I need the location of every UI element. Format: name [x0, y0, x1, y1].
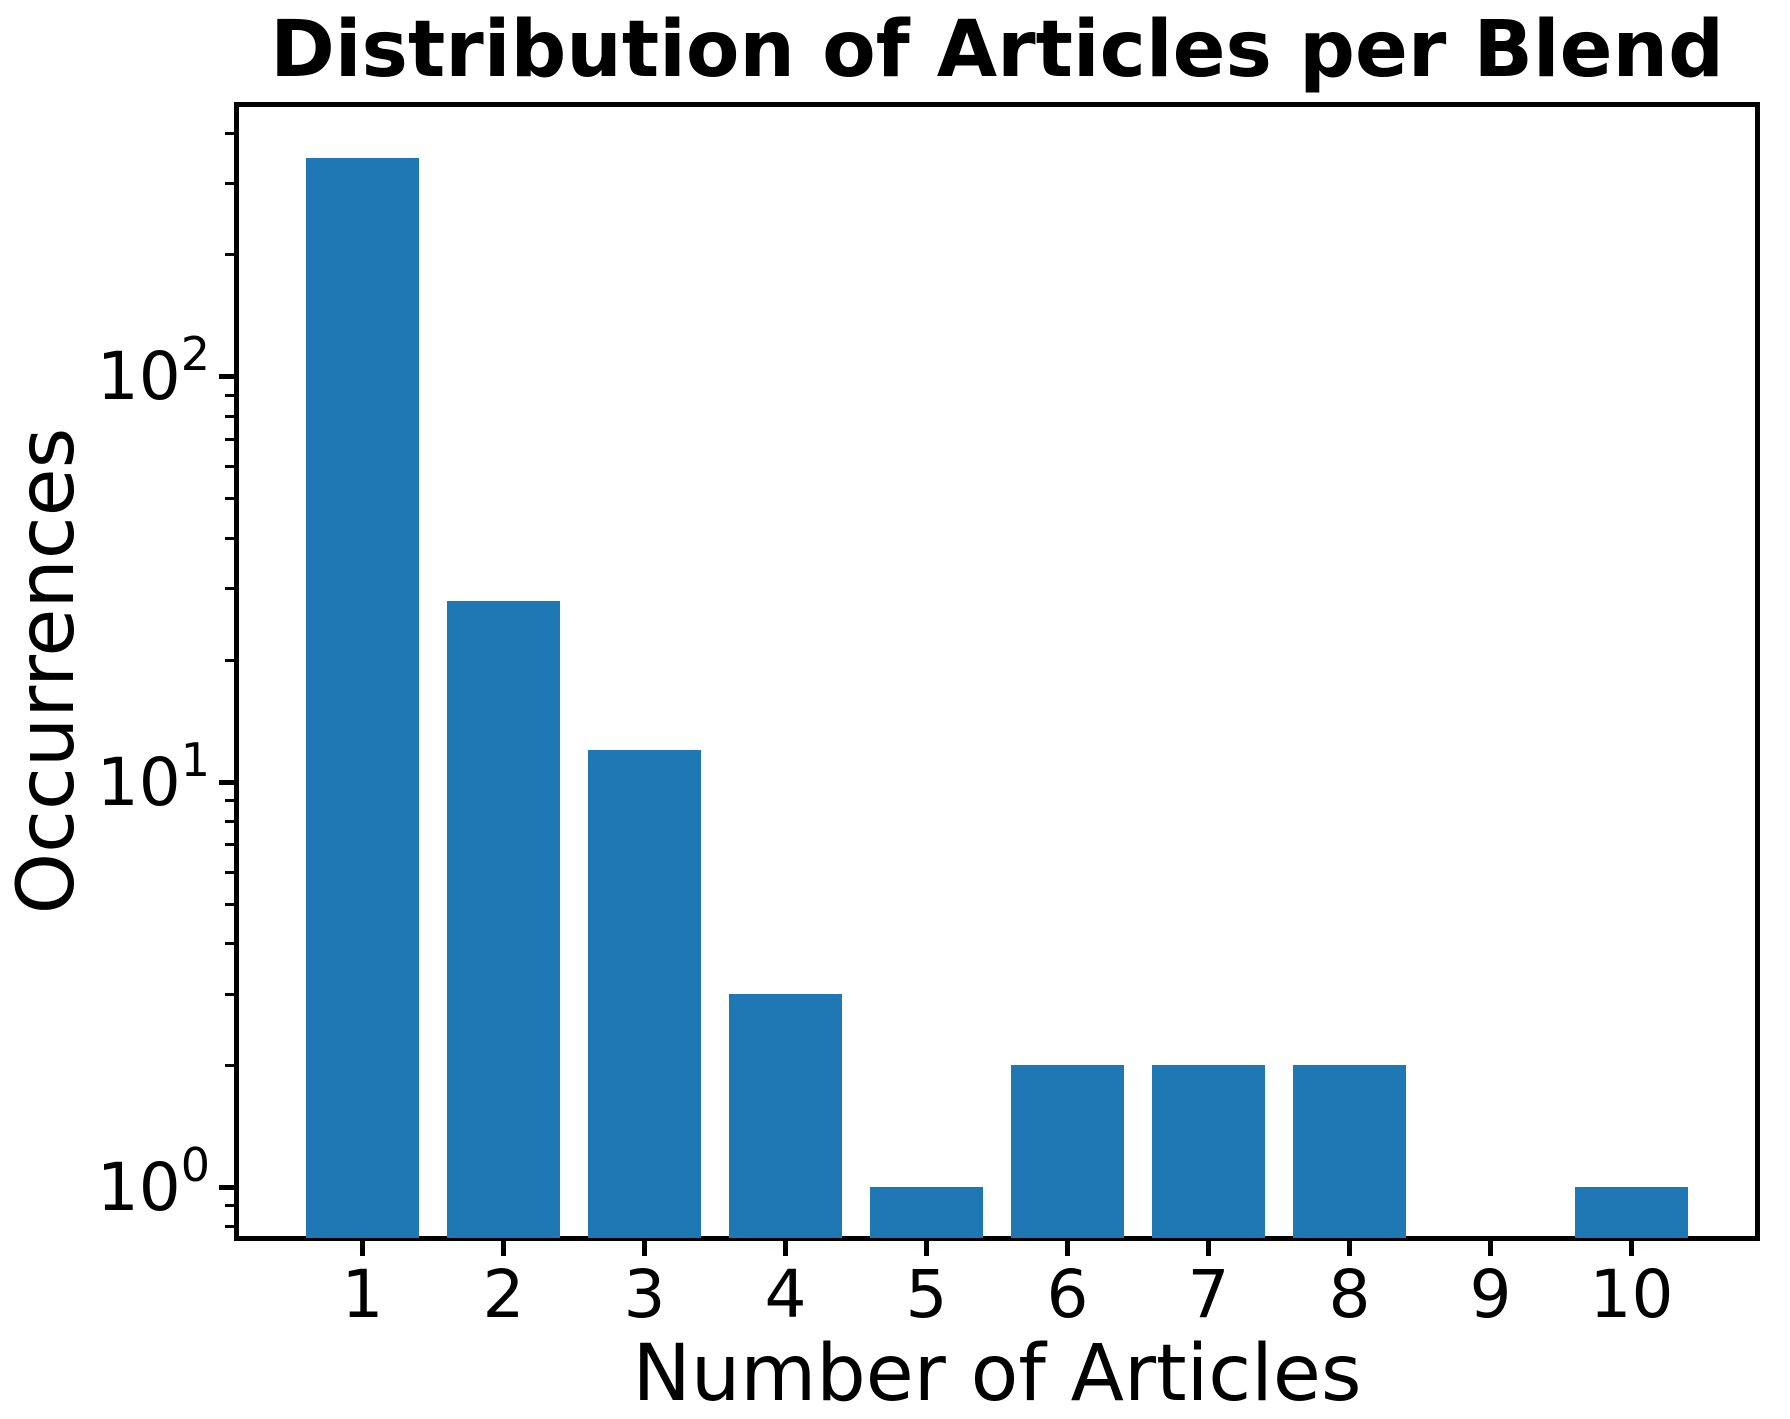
y-minor-tick [225, 658, 234, 662]
y-minor-tick [225, 536, 234, 540]
y-minor-tick [225, 799, 234, 803]
bar-category-4 [729, 994, 842, 1238]
bar-category-1 [306, 158, 419, 1238]
x-tick-label-5: 5 [905, 1256, 948, 1333]
x-tick-5 [923, 1241, 929, 1256]
x-tick-label-7: 7 [1187, 1256, 1230, 1333]
plot-area [234, 102, 1760, 1241]
y-tick-label-base: 10 [96, 1148, 181, 1226]
x-tick-8 [1347, 1241, 1352, 1256]
bar-category-8 [1293, 1065, 1406, 1238]
y-minor-tick [225, 497, 234, 501]
x-tick-label-4: 4 [764, 1256, 807, 1333]
x-tick-label-9: 9 [1469, 1256, 1512, 1333]
y-minor-tick [225, 587, 234, 591]
y-minor-tick [225, 992, 234, 996]
x-tick-6 [1065, 1241, 1070, 1256]
x-tick-label-3: 3 [623, 1256, 666, 1333]
y-minor-tick [225, 1063, 234, 1067]
y-minor-tick [225, 902, 234, 906]
x-tick-7 [1206, 1241, 1211, 1256]
x-tick-9 [1488, 1241, 1493, 1256]
y-tick-label-10: 101 [0, 733, 210, 826]
x-tick-label-1: 1 [341, 1256, 384, 1333]
x-tick-label-8: 8 [1328, 1256, 1371, 1333]
y-minor-tick [225, 414, 234, 418]
x-tick-1 [359, 1241, 365, 1256]
y-minor-tick [225, 819, 234, 823]
y-minor-tick [225, 394, 234, 397]
y-tick-label-exponent: 2 [180, 327, 210, 382]
bar-category-5 [870, 1187, 983, 1238]
x-tick-label-2: 2 [482, 1256, 525, 1333]
y-tick-label-base: 10 [96, 743, 181, 821]
bar-category-2 [447, 600, 560, 1238]
y-tick-label-exponent: 0 [180, 1137, 210, 1192]
x-axis-label: Number of Articles [632, 1329, 1362, 1419]
chart-title: Distribution of Articles per Blend [270, 5, 1724, 95]
y-tick-label-1: 100 [0, 1138, 210, 1231]
y-minor-tick [225, 253, 234, 257]
y-minor-tick [225, 438, 234, 442]
bar-category-3 [588, 750, 701, 1238]
y-minor-tick [225, 131, 234, 135]
y-major-tick-10 [219, 779, 234, 785]
y-minor-tick [225, 843, 234, 847]
x-tick-4 [782, 1241, 788, 1256]
y-major-tick-100 [219, 374, 234, 380]
y-tick-label-exponent: 1 [180, 732, 210, 787]
bar-category-10 [1575, 1187, 1688, 1238]
bar-category-6 [1011, 1065, 1124, 1238]
x-tick-10 [1629, 1241, 1634, 1256]
y-tick-label-100: 102 [0, 327, 210, 420]
y-minor-tick [225, 465, 234, 469]
x-tick-label-6: 6 [1046, 1256, 1089, 1333]
y-major-tick-1 [219, 1184, 234, 1190]
y-tick-label-base: 10 [96, 338, 181, 416]
y-minor-tick [225, 182, 234, 186]
bar-category-7 [1152, 1065, 1265, 1238]
y-minor-tick [225, 1204, 234, 1208]
x-tick-3 [641, 1241, 647, 1256]
x-tick-label-10: 10 [1589, 1256, 1674, 1333]
y-minor-tick [225, 1225, 234, 1229]
y-minor-tick [225, 941, 234, 945]
x-tick-2 [500, 1241, 506, 1256]
y-minor-tick [225, 870, 234, 874]
